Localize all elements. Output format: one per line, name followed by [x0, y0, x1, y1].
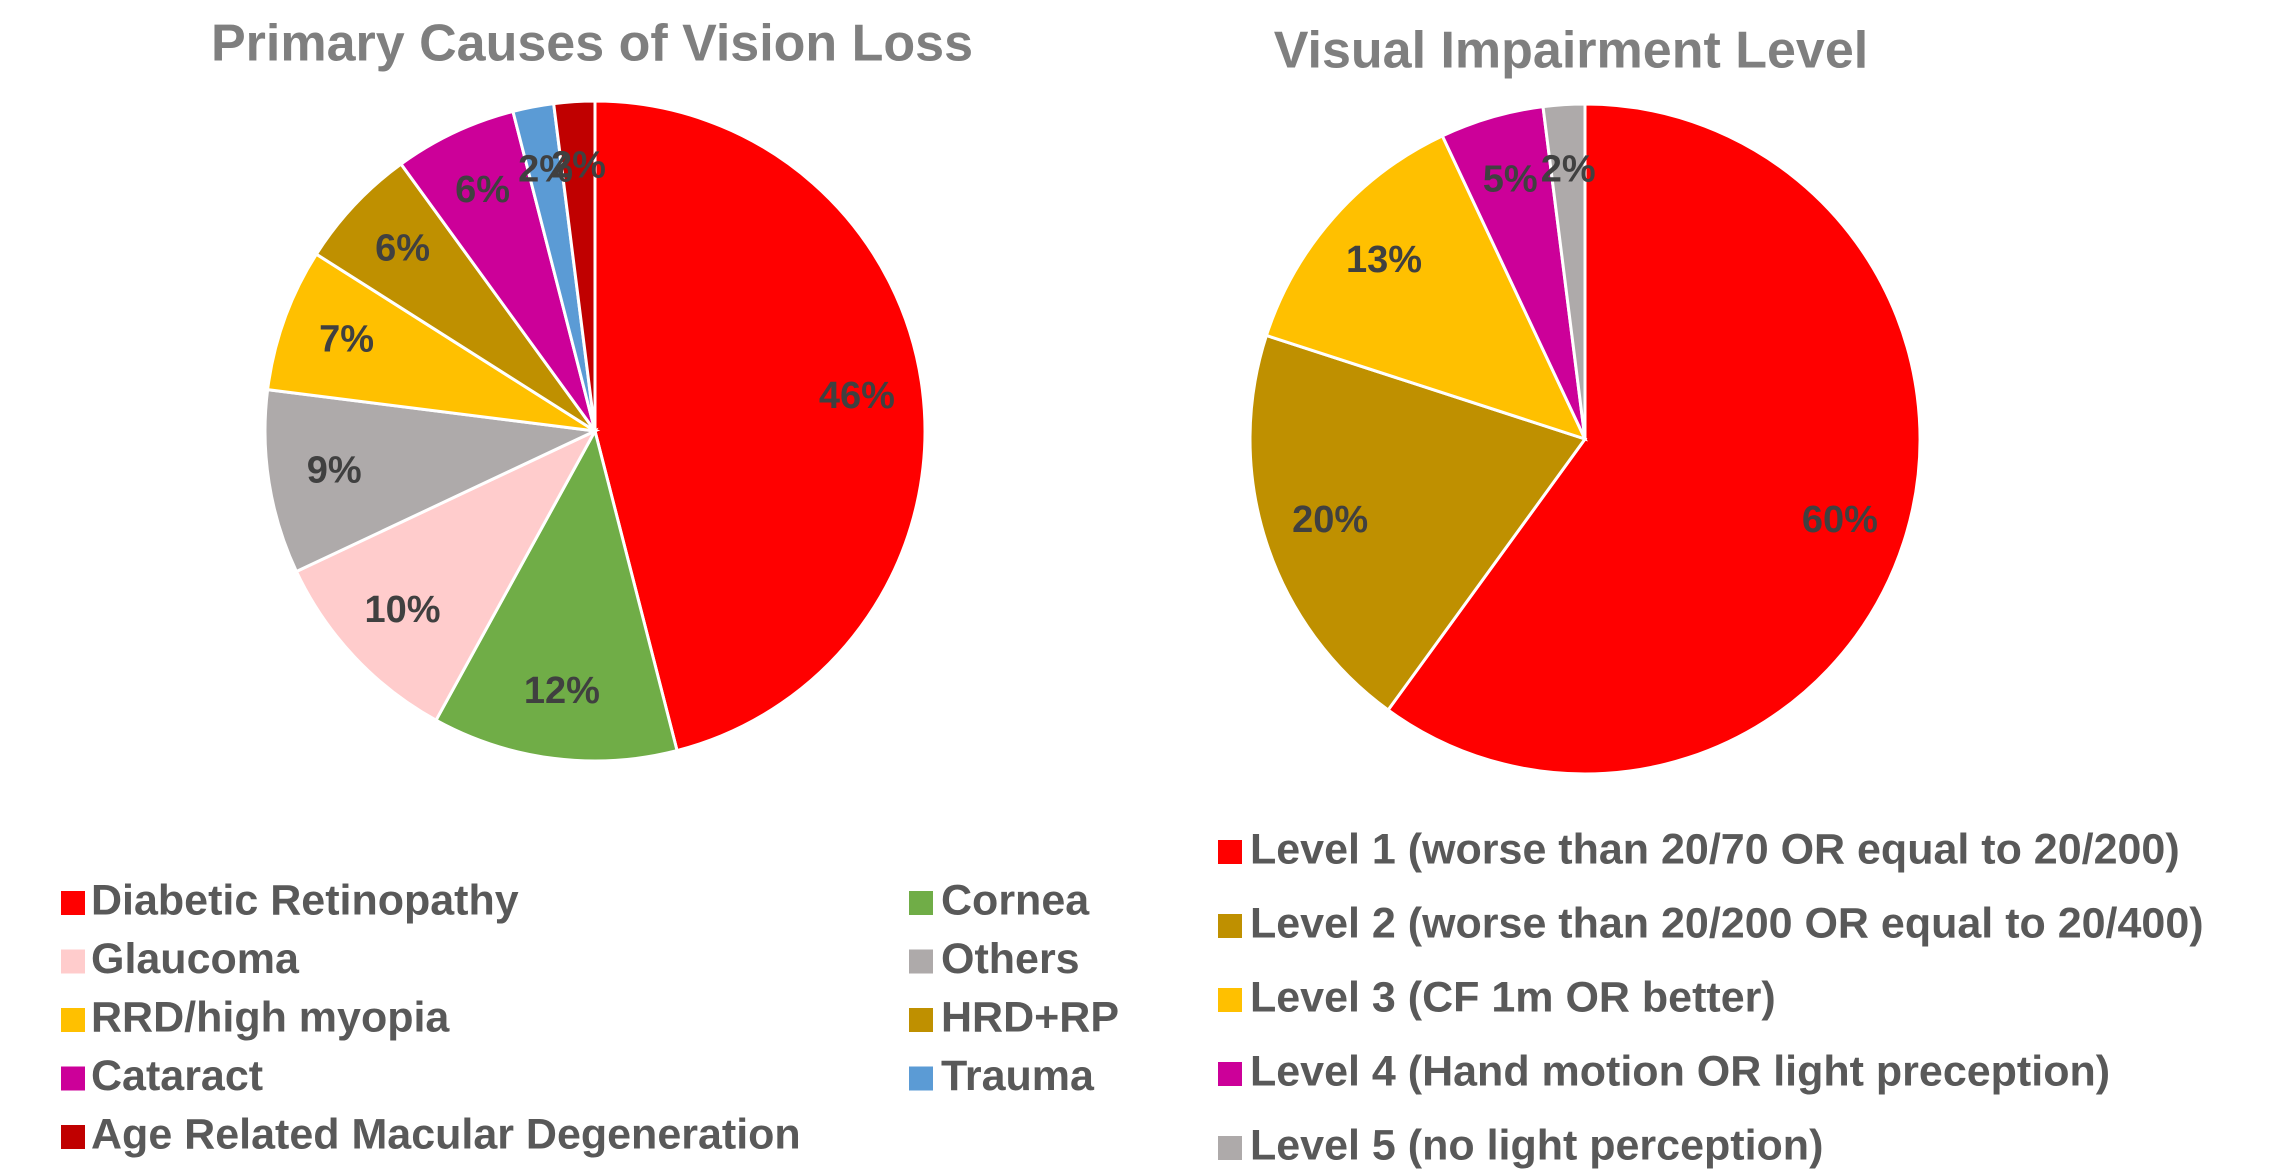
- data-label: 10%: [365, 589, 441, 631]
- pie-slice: [433, 426, 679, 763]
- data-label: 13%: [1346, 239, 1422, 281]
- legend-label: Cornea: [941, 876, 1090, 924]
- legend-label: Age Related Macular Degeneration: [91, 1110, 801, 1158]
- legend-swatch: [61, 891, 85, 915]
- legend-swatch: [1218, 988, 1242, 1012]
- pie-slice: [294, 427, 599, 723]
- legend-swatch: [1218, 1136, 1242, 1160]
- legend-swatch: [61, 1066, 85, 1091]
- data-label: 2%: [518, 149, 573, 191]
- legend-label: Trauma: [941, 1052, 1095, 1100]
- chart-title: Primary Causes of Vision Loss: [211, 15, 973, 73]
- legend-label: Level 4 (Hand motion OR light preception…: [1250, 1047, 2110, 1095]
- pie-slice: [551, 99, 597, 432]
- legend-swatch: [61, 1125, 85, 1149]
- data-label: 6%: [375, 227, 430, 269]
- data-label: 5%: [1483, 159, 1538, 201]
- legend-label: Glaucoma: [91, 935, 300, 983]
- legend-label: Level 3 (CF 1m OR better): [1250, 973, 1776, 1021]
- pie-slice: [263, 387, 601, 574]
- pie-slice: [1385, 102, 1922, 776]
- legend-label: Level 2 (worse than 20/200 OR equal to 2…: [1250, 899, 2204, 947]
- legend-swatch: [1218, 840, 1242, 864]
- legend-label: Others: [941, 935, 1080, 983]
- legend-label: HRD+RP: [941, 993, 1119, 1041]
- legend-label: RRD/high myopia: [91, 993, 450, 1041]
- data-label: 12%: [524, 670, 600, 712]
- pie-slice: [314, 161, 597, 433]
- pie-slice: [593, 99, 927, 753]
- legend-swatch: [909, 1066, 933, 1091]
- data-label: 6%: [455, 169, 510, 211]
- pie-slice: [265, 252, 596, 433]
- chart-title: Visual Impairment Level: [1274, 22, 1868, 80]
- legend-label: Cataract: [91, 1052, 263, 1100]
- pie-slice: [1264, 133, 1588, 442]
- data-label: 46%: [819, 375, 895, 417]
- data-label: 2%: [1541, 149, 1596, 191]
- legend-label: Level 1 (worse than 20/70 OR equal to 20…: [1250, 825, 2180, 873]
- pie-slice: [1541, 102, 1587, 440]
- legend-swatch: [61, 1008, 85, 1032]
- pie-slice: [1248, 333, 1588, 713]
- legend-label: Level 5 (no light perception): [1250, 1121, 1823, 1169]
- data-label: 7%: [319, 319, 374, 361]
- legend-swatch: [909, 891, 933, 915]
- data-label: 9%: [307, 449, 362, 491]
- legend-swatch: [1218, 914, 1242, 938]
- legend-swatch: [909, 1008, 933, 1032]
- legend-label: Diabetic Retinopathy: [91, 876, 519, 924]
- legend-swatch: [1218, 1062, 1242, 1086]
- pie-slice: [398, 109, 597, 432]
- data-label: 20%: [1292, 499, 1368, 541]
- legend-swatch: [61, 949, 85, 974]
- legend-swatch: [909, 949, 933, 974]
- data-label: 2%: [551, 145, 606, 187]
- data-label: 60%: [1802, 499, 1878, 541]
